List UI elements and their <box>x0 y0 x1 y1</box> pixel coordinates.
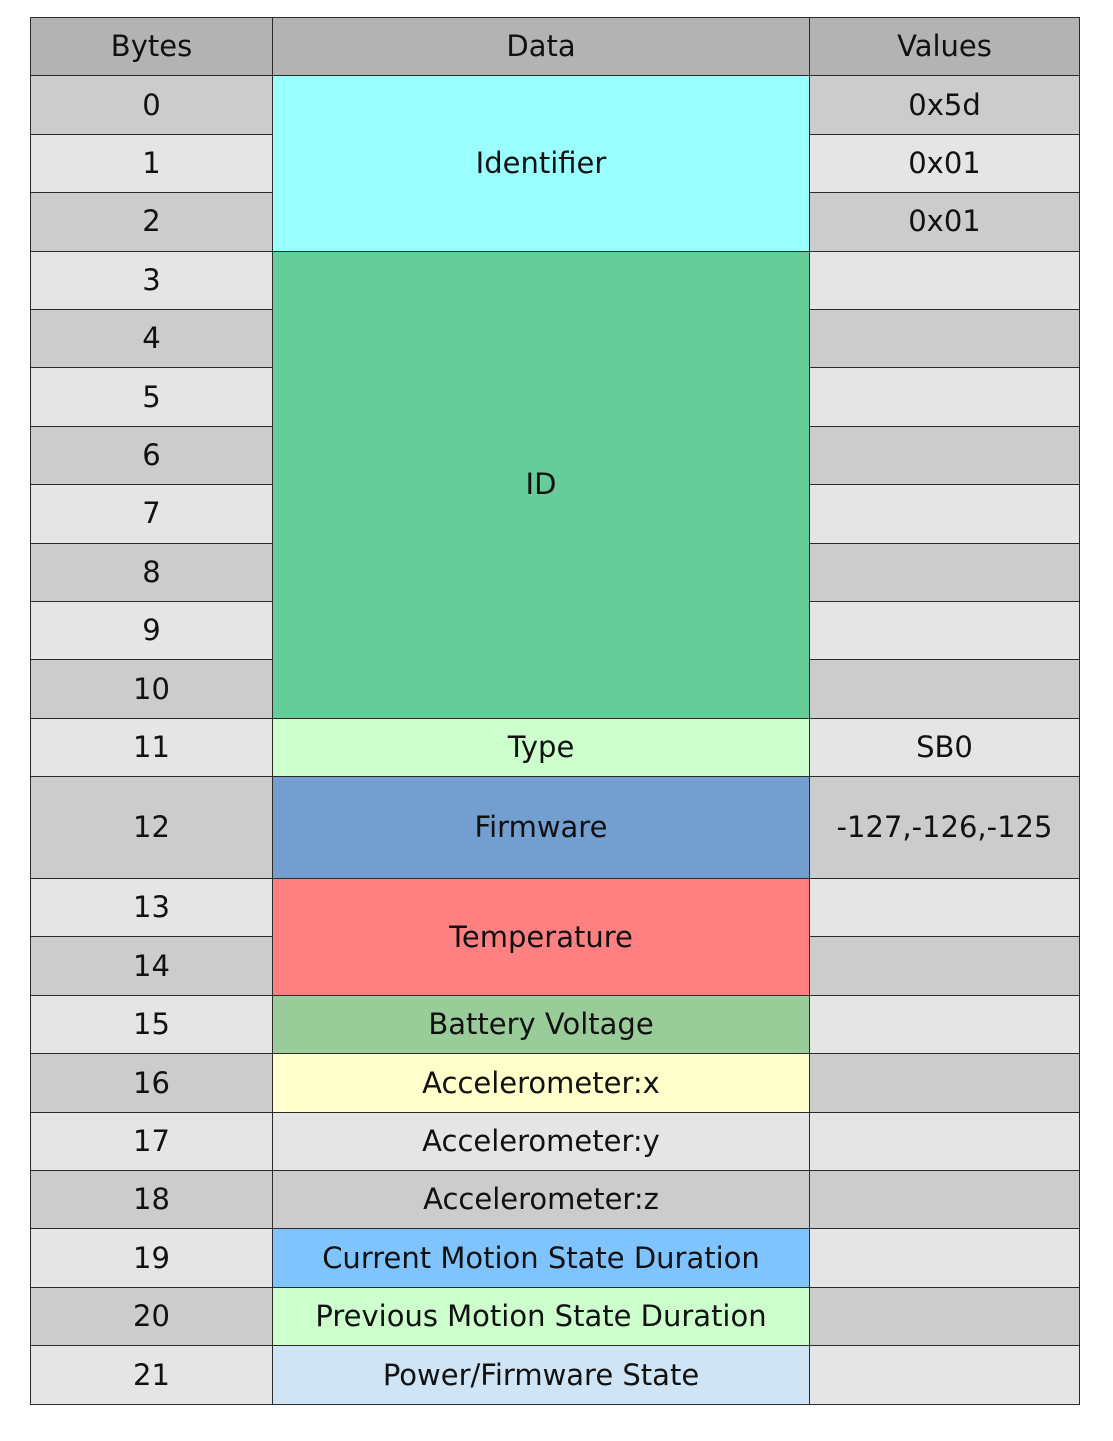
byte-index: 4 <box>30 308 273 369</box>
table-row: 12 Firmware -127,-126,-125 <box>30 776 1080 880</box>
table-header-row: Bytes Data Values <box>30 16 1080 77</box>
field-battery-voltage: Battery Voltage <box>272 994 810 1055</box>
field-id: ID <box>272 250 810 719</box>
table-row: 6 <box>30 425 1080 486</box>
field-identifier: Identifier <box>272 75 810 252</box>
byte-value: 0x5d <box>809 75 1080 135</box>
byte-value <box>809 1170 1080 1230</box>
byte-index: 18 <box>30 1170 273 1230</box>
byte-value <box>809 308 1080 369</box>
field-accelerometer-z: Accelerometer:z <box>272 1170 810 1230</box>
byte-index: 12 <box>30 776 273 880</box>
table-row: 16 Accelerometer:x <box>30 1053 1080 1113</box>
byte-value: 0x01 <box>809 133 1080 194</box>
field-power-firmware-state: Power/Firmware State <box>272 1345 810 1405</box>
byte-index: 0 <box>30 75 273 135</box>
byte-index: 2 <box>30 192 273 252</box>
byte-index: 21 <box>30 1345 273 1405</box>
table-row: 2 0x01 <box>30 192 1080 252</box>
byte-index: 19 <box>30 1228 273 1288</box>
table-row: 8 <box>30 542 1080 602</box>
field-temperature: Temperature <box>272 878 810 996</box>
values-column-header: Values <box>809 16 1080 77</box>
table-row: 14 <box>30 936 1080 996</box>
byte-index: 16 <box>30 1053 273 1113</box>
table-row: 5 <box>30 367 1080 427</box>
field-firmware: Firmware <box>272 776 810 880</box>
byte-value <box>809 484 1080 544</box>
byte-value <box>809 542 1080 602</box>
byte-value <box>809 1286 1080 1347</box>
byte-value <box>809 659 1080 719</box>
table-row: 4 <box>30 308 1080 369</box>
table-row: 9 <box>30 600 1080 661</box>
byte-value <box>809 1053 1080 1113</box>
table-row: 0 Identifier 0x5d <box>30 75 1080 252</box>
byte-index: 17 <box>30 1111 273 1172</box>
byte-value <box>809 600 1080 661</box>
byte-value <box>809 250 1080 310</box>
byte-index: 7 <box>30 484 273 544</box>
table-row: 17 Accelerometer:y <box>30 1111 1080 1172</box>
field-type: Type <box>272 717 810 778</box>
table-row: 1 0x01 <box>30 133 1080 194</box>
byte-index: 9 <box>30 600 273 661</box>
table-row: 7 <box>30 484 1080 544</box>
field-current-motion-state-duration: Current Motion State Duration <box>272 1228 810 1288</box>
table-row: 20 Previous Motion State Duration <box>30 1286 1080 1347</box>
field-previous-motion-state-duration: Previous Motion State Duration <box>272 1286 810 1347</box>
byte-value <box>809 1111 1080 1172</box>
byte-value <box>809 367 1080 427</box>
byte-index: 8 <box>30 542 273 602</box>
byte-index: 5 <box>30 367 273 427</box>
byte-value <box>809 1345 1080 1405</box>
byte-value: 0x01 <box>809 192 1080 252</box>
field-accelerometer-y: Accelerometer:y <box>272 1111 810 1172</box>
byte-value <box>809 936 1080 996</box>
table-row: 15 Battery Voltage <box>30 994 1080 1055</box>
byte-index: 15 <box>30 994 273 1055</box>
byte-value: -127,-126,-125 <box>809 776 1080 880</box>
byte-index: 13 <box>30 878 273 938</box>
table-row: 18 Accelerometer:z <box>30 1170 1080 1230</box>
byte-value <box>809 994 1080 1055</box>
table-row: 21 Power/Firmware State <box>30 1345 1080 1405</box>
byte-value <box>809 1228 1080 1288</box>
table-row: 11 Type SB0 <box>30 717 1080 778</box>
byte-index: 10 <box>30 659 273 719</box>
table-row: 10 <box>30 659 1080 719</box>
table-row: 3 ID <box>30 250 1080 719</box>
byte-value <box>809 878 1080 938</box>
table-row: 19 Current Motion State Duration <box>30 1228 1080 1288</box>
byte-value <box>809 425 1080 486</box>
byte-index: 3 <box>30 250 273 310</box>
byte-index: 6 <box>30 425 273 486</box>
bytes-column-header: Bytes <box>30 16 273 77</box>
table-row: 13 Temperature <box>30 878 1080 996</box>
byte-index: 1 <box>30 133 273 194</box>
packet-format-table: Bytes Data Values 0 Identifier 0x5d 1 0x… <box>30 16 1080 1405</box>
field-accelerometer-x: Accelerometer:x <box>272 1053 810 1113</box>
byte-index: 14 <box>30 936 273 996</box>
data-column-header: Data <box>272 16 810 77</box>
byte-value: SB0 <box>809 717 1080 778</box>
byte-index: 11 <box>30 717 273 778</box>
byte-index: 20 <box>30 1286 273 1347</box>
